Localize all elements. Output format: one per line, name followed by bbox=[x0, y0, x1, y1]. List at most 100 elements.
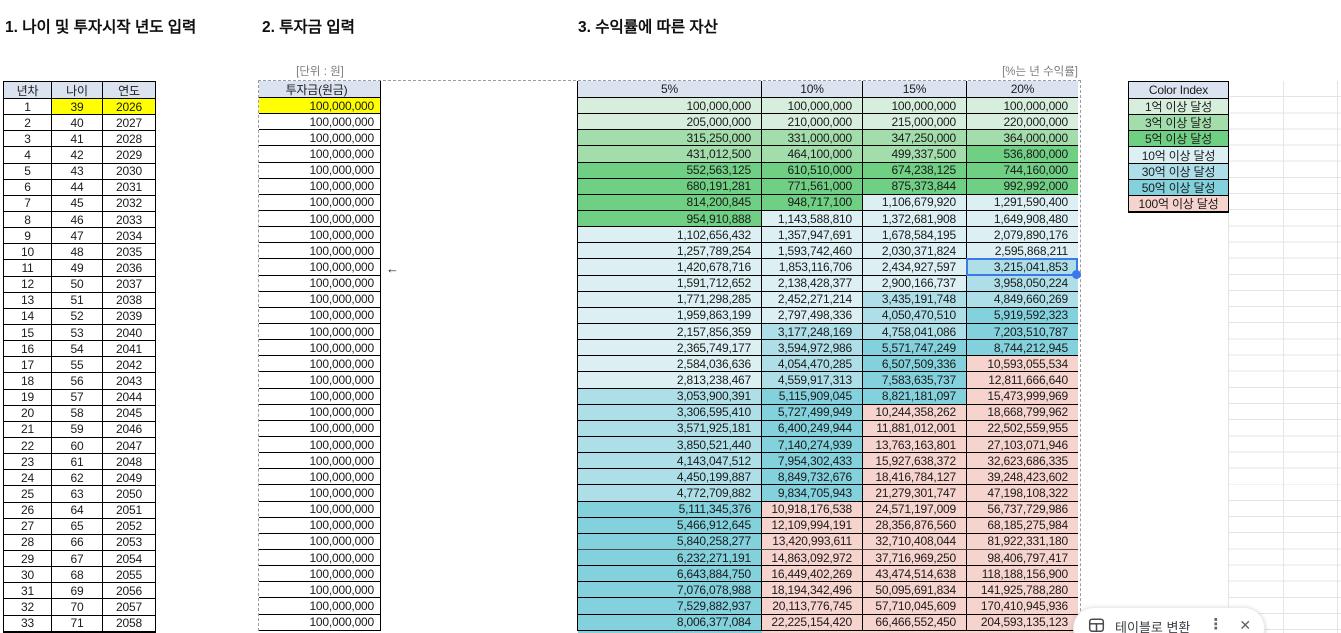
return-cell[interactable]: 4,849,660,269 bbox=[967, 291, 1078, 308]
return-cell[interactable]: 1,257,789,254 bbox=[578, 243, 762, 260]
legend-item[interactable]: 5억 이상 달성 bbox=[1129, 131, 1228, 148]
return-cell[interactable]: 1,853,116,706 bbox=[762, 259, 863, 276]
return-cell[interactable]: 10,593,055,534 bbox=[967, 356, 1078, 373]
return-cell[interactable]: 24,571,197,009 bbox=[863, 501, 967, 518]
invest-cell[interactable]: 100,000,000 bbox=[259, 372, 380, 389]
age-cell[interactable]: 2050 bbox=[103, 486, 155, 503]
return-cell[interactable]: 2,138,428,377 bbox=[762, 275, 863, 292]
return-cell[interactable]: 118,188,156,900 bbox=[967, 566, 1078, 583]
return-cell[interactable]: 32,623,686,335 bbox=[967, 453, 1078, 470]
age-cell[interactable]: 65 bbox=[52, 518, 103, 535]
age-cell[interactable]: 28 bbox=[4, 534, 52, 551]
age-table-header[interactable]: 나이 bbox=[52, 82, 103, 99]
age-cell[interactable]: 29 bbox=[4, 550, 52, 568]
return-cell[interactable]: 3,958,050,224 bbox=[967, 275, 1078, 292]
return-cell[interactable]: 1,102,656,432 bbox=[578, 227, 762, 244]
age-cell[interactable]: 2047 bbox=[103, 438, 155, 455]
return-cell[interactable]: 1,593,742,460 bbox=[762, 243, 863, 260]
invest-cell[interactable]: 100,000,000 bbox=[259, 453, 380, 470]
return-cell[interactable]: 1,357,947,691 bbox=[762, 227, 863, 244]
return-cell[interactable]: 610,510,000 bbox=[762, 162, 863, 179]
return-cell[interactable]: 7,954,302,433 bbox=[762, 453, 863, 470]
return-cell[interactable]: 1,291,590,400 bbox=[967, 194, 1078, 211]
return-cell[interactable]: 2,079,890,176 bbox=[967, 227, 1078, 244]
return-cell[interactable]: 992,992,000 bbox=[967, 178, 1078, 195]
age-cell[interactable]: 2033 bbox=[103, 212, 155, 229]
return-cell[interactable]: 141,925,788,280 bbox=[967, 582, 1078, 599]
return-cell[interactable]: 1,420,678,716 bbox=[578, 259, 762, 276]
invest-cell[interactable]: 100,000,000 bbox=[259, 469, 380, 486]
age-cell[interactable]: 2046 bbox=[103, 422, 155, 438]
age-cell[interactable]: 31 bbox=[4, 583, 52, 600]
age-cell[interactable]: 12 bbox=[4, 276, 52, 293]
age-cell[interactable]: 33 bbox=[4, 615, 52, 632]
age-cell[interactable]: 8 bbox=[4, 211, 52, 229]
return-cell[interactable]: 5,840,258,277 bbox=[578, 533, 762, 550]
age-cell[interactable]: 13 bbox=[4, 292, 52, 309]
invest-cell[interactable]: 100,000,000 bbox=[259, 308, 380, 324]
return-cell[interactable]: 3,594,972,986 bbox=[762, 340, 863, 357]
return-cell[interactable]: 12,811,666,640 bbox=[967, 372, 1078, 389]
age-cell[interactable]: 45 bbox=[52, 195, 103, 212]
age-cell[interactable]: 30 bbox=[4, 567, 52, 584]
return-cell[interactable]: 98,406,797,417 bbox=[967, 549, 1078, 567]
return-cell[interactable]: 6,507,509,336 bbox=[863, 356, 967, 373]
return-cell[interactable]: 5,919,592,323 bbox=[967, 307, 1078, 324]
age-cell[interactable]: 71 bbox=[52, 615, 103, 632]
age-cell[interactable]: 56 bbox=[52, 373, 103, 390]
return-cell[interactable]: 1,678,584,195 bbox=[863, 227, 967, 244]
return-cell[interactable]: 5,466,912,645 bbox=[578, 517, 762, 534]
return-cell[interactable]: 4,772,709,882 bbox=[578, 485, 762, 502]
return-cell[interactable]: 1,959,863,199 bbox=[578, 307, 762, 324]
return-cell[interactable]: 954,910,888 bbox=[578, 210, 762, 228]
return-cell[interactable]: 13,763,163,801 bbox=[863, 436, 967, 454]
return-cell[interactable]: 3,435,191,748 bbox=[863, 291, 967, 308]
age-table-header[interactable]: 년차 bbox=[4, 82, 52, 99]
return-cell[interactable]: 100,000,000 bbox=[578, 98, 762, 115]
return-cell[interactable]: 2,584,036,636 bbox=[578, 356, 762, 373]
return-cell[interactable]: 215,000,000 bbox=[863, 114, 967, 131]
age-cell[interactable]: 6 bbox=[4, 179, 52, 196]
return-cell[interactable]: 1,649,908,480 bbox=[967, 210, 1078, 228]
age-cell[interactable]: 69 bbox=[52, 583, 103, 600]
returns-table-header[interactable]: 5% bbox=[578, 81, 762, 98]
return-cell[interactable]: 9,834,705,943 bbox=[762, 485, 863, 502]
legend-item[interactable]: 100억 이상 달성 bbox=[1129, 195, 1228, 212]
invest-cell[interactable]: 100,000,000 bbox=[259, 243, 380, 260]
return-cell[interactable]: 20,113,776,745 bbox=[762, 598, 863, 615]
age-cell[interactable]: 24 bbox=[4, 470, 52, 487]
return-cell[interactable]: 170,410,945,936 bbox=[967, 598, 1078, 615]
age-cell[interactable]: 2055 bbox=[103, 567, 155, 584]
age-cell[interactable]: 3 bbox=[4, 131, 52, 148]
return-cell[interactable]: 37,716,969,250 bbox=[863, 549, 967, 567]
return-cell[interactable]: 364,000,000 bbox=[967, 130, 1078, 147]
returns-table-header[interactable]: 20% bbox=[967, 81, 1078, 98]
invest-cell[interactable]: 100,000,000 bbox=[259, 356, 380, 373]
age-cell[interactable]: 2039 bbox=[103, 309, 155, 325]
invest-cell[interactable]: 100,000,000 bbox=[259, 130, 380, 147]
invest-cell[interactable]: 100,000,000 bbox=[259, 598, 380, 615]
return-cell[interactable]: 8,849,732,676 bbox=[762, 469, 863, 486]
return-cell[interactable]: 6,400,249,944 bbox=[762, 420, 863, 437]
age-cell[interactable]: 2038 bbox=[103, 293, 155, 309]
return-cell[interactable]: 4,559,917,313 bbox=[762, 372, 863, 389]
legend-item[interactable]: 1억 이상 달성 bbox=[1129, 99, 1228, 116]
return-cell[interactable]: 3,177,248,169 bbox=[762, 323, 863, 341]
age-cell[interactable]: 55 bbox=[52, 357, 103, 374]
age-cell[interactable]: 61 bbox=[52, 454, 103, 471]
return-cell[interactable]: 100,000,000 bbox=[967, 98, 1078, 115]
return-cell[interactable]: 7,203,510,787 bbox=[967, 323, 1078, 341]
invest-cell[interactable]: 100,000,000 bbox=[259, 259, 380, 276]
invest-cell[interactable]: 100,000,000 bbox=[259, 550, 380, 567]
return-cell[interactable]: 8,744,212,945 bbox=[967, 340, 1078, 357]
return-cell[interactable]: 5,727,499,949 bbox=[762, 404, 863, 421]
age-cell[interactable]: 44 bbox=[52, 179, 103, 196]
age-cell[interactable]: 39 bbox=[52, 99, 103, 116]
return-cell[interactable]: 814,200,845 bbox=[578, 194, 762, 211]
invest-cell[interactable]: 100,000,000 bbox=[259, 324, 380, 341]
age-cell[interactable]: 58 bbox=[52, 405, 103, 422]
age-cell[interactable]: 2053 bbox=[103, 535, 155, 551]
return-cell[interactable]: 205,000,000 bbox=[578, 114, 762, 131]
invest-cell[interactable]: 100,000,000 bbox=[259, 195, 380, 211]
age-cell[interactable]: 2043 bbox=[103, 373, 155, 390]
